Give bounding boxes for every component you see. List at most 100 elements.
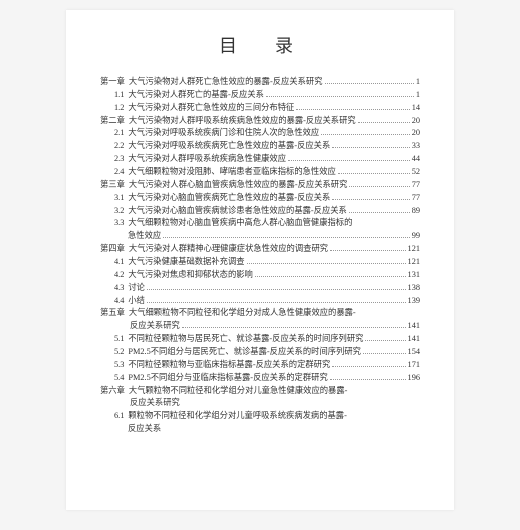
toc-item: 1.2 大气污染对人群死亡急性效应的三间分布特征 14 xyxy=(100,102,420,115)
toc-chapter: 第六章大气颗粒物不同粒径和化学组分对儿童急性健康效应的暴露- xyxy=(100,385,420,398)
entry-number: 1.1 xyxy=(114,89,124,102)
toc-item: 1.1 大气污染对人群死亡的基露-反应关系 1 xyxy=(100,89,420,102)
entry-page: 171 xyxy=(408,359,420,372)
leader-dots xyxy=(147,289,406,290)
entry-label: 大气污染对呼吸系统疾病死亡急性效应的基露-反应关系 xyxy=(128,140,330,153)
entry-page: 131 xyxy=(408,269,420,282)
entry-number: 第三章 xyxy=(100,179,125,192)
leader-dots xyxy=(296,109,409,110)
entry-page: 77 xyxy=(412,179,420,192)
entry-number: 第四章 xyxy=(100,243,125,256)
entry-number: 2.1 xyxy=(114,127,124,140)
leader-dots xyxy=(255,276,406,277)
leader-dots xyxy=(365,340,405,341)
entry-number: 3.1 xyxy=(114,192,124,205)
entry-number: 第六章 xyxy=(100,385,125,398)
entry-label: 小结 xyxy=(128,295,145,308)
leader-dots xyxy=(147,302,406,303)
toc-title: 目 录 xyxy=(102,32,420,58)
toc-continuation: 反应关系 xyxy=(100,423,420,436)
entry-label-cont: 反应关系研究 xyxy=(100,397,180,410)
toc-item: 2.1大气污染对呼吸系统疾病门诊和住院人次的急性效应20 xyxy=(100,127,420,140)
entry-number: 4.4 xyxy=(114,295,124,308)
leader-dots xyxy=(349,212,410,213)
entry-number: 第五章 xyxy=(100,307,125,320)
entry-page: 139 xyxy=(408,295,420,308)
toc-item: 2.4大气细颗粒物对没阻肺、哮喘患者亚临床指标的急性效应52 xyxy=(100,166,420,179)
entry-label-cont: 反应关系研究 xyxy=(100,320,180,333)
entry-number: 2.4 xyxy=(114,166,124,179)
leader-dots xyxy=(321,134,409,135)
leader-dots xyxy=(247,263,406,264)
leader-dots xyxy=(332,366,405,367)
entry-page: 44 xyxy=(412,153,420,166)
leader-dots xyxy=(288,160,410,161)
entry-page: 1 xyxy=(416,89,420,102)
entry-page: 141 xyxy=(408,333,420,346)
entry-number: 2.2 xyxy=(114,140,124,153)
leader-dots xyxy=(358,122,410,123)
toc-item: 5.1不同粒径颗粒物与居民死亡、就诊基露-反应关系的时间序列研究141 xyxy=(100,333,420,346)
entry-page: 14 xyxy=(412,102,420,115)
entry-label: 大气污染对心脑血管疾病死亡急性效应的基露-反应关系 xyxy=(128,192,330,205)
entry-label-cont: 急性效应 xyxy=(100,230,161,243)
leader-dots xyxy=(363,353,406,354)
entry-label: PM2.5不同组分与亚临床指标基露-反应关系的定群研究 xyxy=(128,372,327,385)
entry-label: 大气细颗粒物对没阻肺、哮喘患者亚临床指标的急性效应 xyxy=(128,166,335,179)
entry-page: 33 xyxy=(412,140,420,153)
entry-page: 20 xyxy=(412,115,420,128)
entry-label: 大气污染物对人群呼吸系统疾病急性效应的暴露-反应关系研究 xyxy=(129,115,356,128)
entry-page: 99 xyxy=(412,230,420,243)
entry-label: 大气污染物对人群死亡急性效应的暴露-反应关系研究 xyxy=(129,76,323,89)
toc-continuation: 急性效应 99 xyxy=(100,230,420,243)
leader-dots xyxy=(349,186,409,187)
entry-page: 196 xyxy=(408,372,420,385)
entry-number: 6.1 xyxy=(114,410,124,423)
leader-dots xyxy=(182,327,406,328)
entry-label: 大气污染对人群呼吸系统疾病急性健康效应 xyxy=(128,153,286,166)
entry-label: 大气污染健康基础数据补充调查 xyxy=(128,256,244,269)
toc-item: 4.3讨论138 xyxy=(100,282,420,295)
entry-label: 大气污染对人群死亡急性效应的三间分布特征 xyxy=(128,102,294,115)
entry-label: 大气细颗粒物对心脑血管疾病中高危人群心脑血管健康指标的 xyxy=(128,217,352,230)
entry-number: 1.2 xyxy=(114,102,124,115)
toc-chapter: 第四章大气污染对人群精神心理健康症状急性效应的调查研究121 xyxy=(100,243,420,256)
leader-dots xyxy=(325,83,414,84)
entry-label: 大气污染对人群死亡的基露-反应关系 xyxy=(128,89,264,102)
toc-item: 5.2 PM2.5不同组分与居民死亡、就诊基露-反应关系的时间序列研究 154 xyxy=(100,346,420,359)
entry-number: 5.1 xyxy=(114,333,124,346)
toc-chapter: 第二章大气污染物对人群呼吸系统疾病急性效应的暴露-反应关系研究 20 xyxy=(100,115,420,128)
leader-dots xyxy=(163,237,410,238)
entry-label: 颗粒物不同粒径和化学组分对儿童呼吸系统疾病发病的基露- xyxy=(128,410,346,423)
entry-label: 不同粒径颗粒物与亚临床指标基露-反应关系的定群研究 xyxy=(128,359,330,372)
entry-label: 讨论 xyxy=(128,282,145,295)
entry-page: 1 xyxy=(416,76,420,89)
toc-item: 3.2大气污染对心脑血管疾病就诊患者急性效应的基露-反应关系89 xyxy=(100,205,420,218)
toc-item: 6.1 颗粒物不同粒径和化学组分对儿童呼吸系统疾病发病的基露- xyxy=(100,410,420,423)
entry-page: 89 xyxy=(412,205,420,218)
entry-number: 5.2 xyxy=(114,346,124,359)
entry-number: 5.4 xyxy=(114,372,124,385)
entry-page: 121 xyxy=(408,256,420,269)
entry-page: 141 xyxy=(408,320,420,333)
entry-number: 2.3 xyxy=(114,153,124,166)
toc-item: 4.1大气污染健康基础数据补充调查121 xyxy=(100,256,420,269)
toc-item: 4.2大气污染对焦虑和抑郁状态的影响131 xyxy=(100,269,420,282)
leader-dots xyxy=(330,379,406,380)
entry-label: PM2.5不同组分与居民死亡、就诊基露-反应关系的时间序列研究 xyxy=(128,346,361,359)
toc-item: 2.2 大气污染对呼吸系统疾病死亡急性效应的基露-反应关系 33 xyxy=(100,140,420,153)
entry-number: 第一章 xyxy=(100,76,125,89)
entry-number: 第二章 xyxy=(100,115,125,128)
entry-page: 154 xyxy=(408,346,420,359)
toc-chapter: 第五章大气细颗粒物不同粒径和化学组分对成人急性健康效应的暴露- xyxy=(100,307,420,320)
entry-number: 4.3 xyxy=(114,282,124,295)
toc-chapter: 第三章大气污染对人群心脑血管疾病急性效应的暴露-反应关系研究77 xyxy=(100,179,420,192)
leader-dots xyxy=(330,250,406,251)
entry-label: 大气颗粒物不同粒径和化学组分对儿童急性健康效应的暴露- xyxy=(129,385,347,398)
toc-item: 5.4 PM2.5不同组分与亚临床指标基露-反应关系的定群研究 196 xyxy=(100,372,420,385)
toc-page: 目 录 第一章大气污染物对人群死亡急性效应的暴露-反应关系研究 1 1.1 大气污染对… xyxy=(66,10,454,510)
entry-label: 大气污染对呼吸系统疾病门诊和住院人次的急性效应 xyxy=(128,127,319,140)
toc-item: 2.3 大气污染对人群呼吸系统疾病急性健康效应 44 xyxy=(100,153,420,166)
toc-item: 3.1大气污染对心脑血管疾病死亡急性效应的基露-反应关系77 xyxy=(100,192,420,205)
entry-number: 3.3 xyxy=(114,217,124,230)
